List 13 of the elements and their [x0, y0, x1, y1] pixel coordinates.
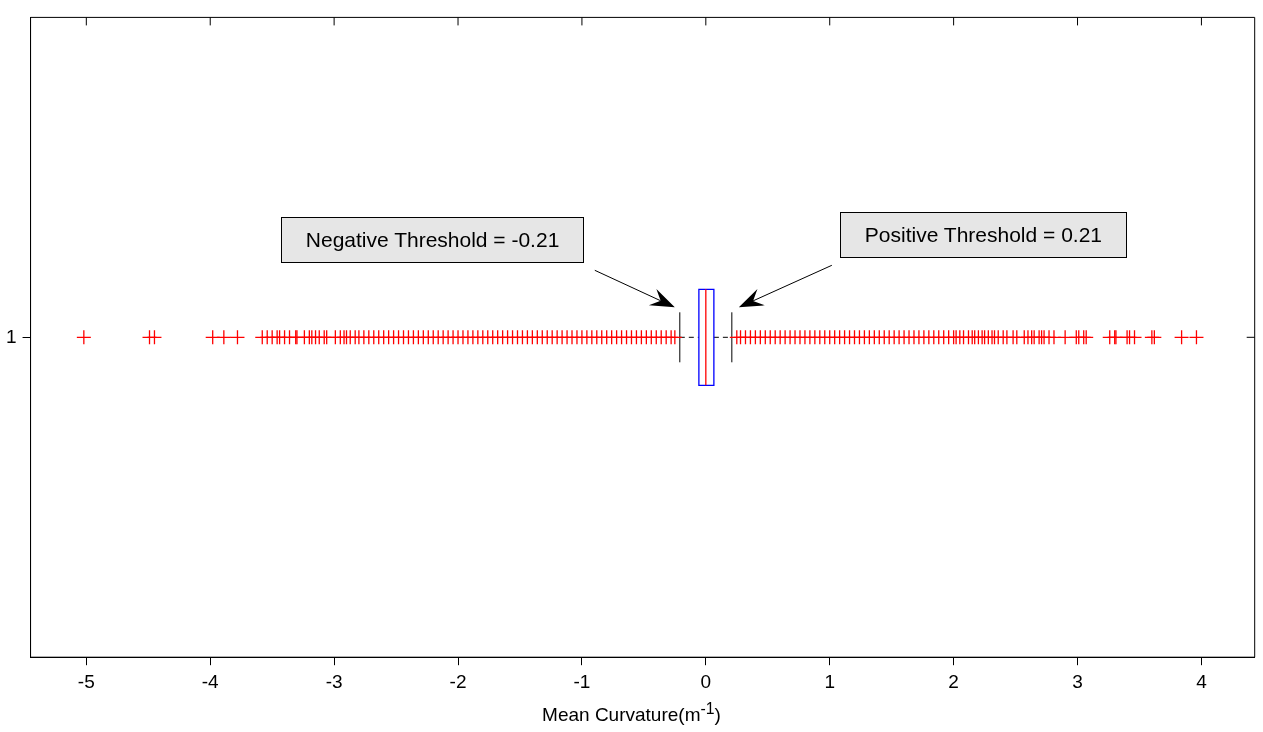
annotation: Negative Threshold = -0.21 — [280, 217, 585, 264]
x-tick-label: -1 — [573, 670, 591, 692]
x-axis-title: Mean Curvature(m$^{-1}$) — [541, 700, 722, 727]
x-tick-label: 1 — [824, 670, 836, 692]
x-tick-label: -4 — [201, 670, 220, 692]
x-tick-label: -2 — [449, 670, 467, 692]
x-tick-label: 0 — [700, 670, 712, 692]
annotation: Positive Threshold = 0.21 — [839, 212, 1128, 259]
x-tick-label: 2 — [948, 670, 959, 692]
x-tick-label: -5 — [77, 670, 95, 692]
x-tick-label: 4 — [1196, 670, 1208, 692]
x-tick-label: 3 — [1072, 670, 1083, 692]
x-tick-label: -3 — [325, 670, 343, 692]
